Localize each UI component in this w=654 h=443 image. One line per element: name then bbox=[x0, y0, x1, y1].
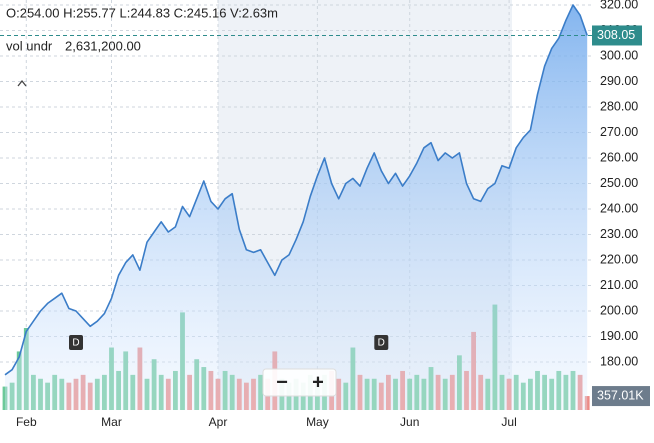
y-tick-label: 260.00 bbox=[600, 150, 638, 164]
zoom-control: − + bbox=[262, 368, 337, 397]
x-tick-label: Apr bbox=[209, 415, 228, 429]
x-tick-label: Feb bbox=[16, 415, 37, 429]
collapse-icon[interactable] bbox=[17, 79, 27, 87]
x-tick-label: Jul bbox=[501, 415, 516, 429]
x-tick-label: Jun bbox=[400, 415, 419, 429]
axis-panel bbox=[592, 0, 654, 438]
y-tick-label: 280.00 bbox=[600, 99, 638, 113]
last-volume-tag bbox=[592, 386, 650, 407]
dividend-marker bbox=[69, 335, 83, 350]
zoom-box bbox=[262, 368, 337, 397]
x-tick-label: May bbox=[306, 415, 329, 429]
zoom-out-button[interactable]: − bbox=[276, 371, 288, 393]
price-line bbox=[4, 4, 588, 376]
y-tick-label: 270.00 bbox=[600, 125, 638, 139]
x-tick-label: Mar bbox=[101, 415, 122, 429]
y-tick-label: 230.00 bbox=[600, 227, 638, 241]
y-tick-label: 180.00 bbox=[600, 354, 638, 368]
zoom-in-button[interactable]: + bbox=[312, 371, 324, 393]
y-tick-label: 290.00 bbox=[600, 74, 638, 88]
y-tick-label: 250.00 bbox=[600, 176, 638, 190]
y-tick-label: 210.00 bbox=[600, 278, 638, 292]
last-volume-label: 357.01K bbox=[597, 388, 644, 402]
y-tick-label: 220.00 bbox=[600, 252, 638, 266]
ohlc-text: O:254.00 H:255.77 L:244.83 C:245.16 V:2.… bbox=[6, 5, 278, 20]
price-area bbox=[5, 5, 588, 410]
y-tick-label: 190.00 bbox=[600, 329, 638, 343]
dividend-marker bbox=[374, 335, 389, 350]
volume-legend-name: vol undr bbox=[6, 38, 53, 53]
dividend-label: D bbox=[72, 338, 79, 349]
last-price-tag bbox=[592, 25, 642, 46]
y-tick-label: 300.00 bbox=[600, 48, 638, 62]
y-tick-label: 200.00 bbox=[600, 303, 638, 317]
y-tick-label: 320.00 bbox=[600, 0, 638, 11]
dividend-label: D bbox=[378, 338, 385, 349]
y-tick-label: 240.00 bbox=[600, 201, 638, 215]
volume-legend-value: 2,631,200.00 bbox=[65, 38, 141, 53]
last-price-label: 308.05 bbox=[597, 28, 635, 42]
